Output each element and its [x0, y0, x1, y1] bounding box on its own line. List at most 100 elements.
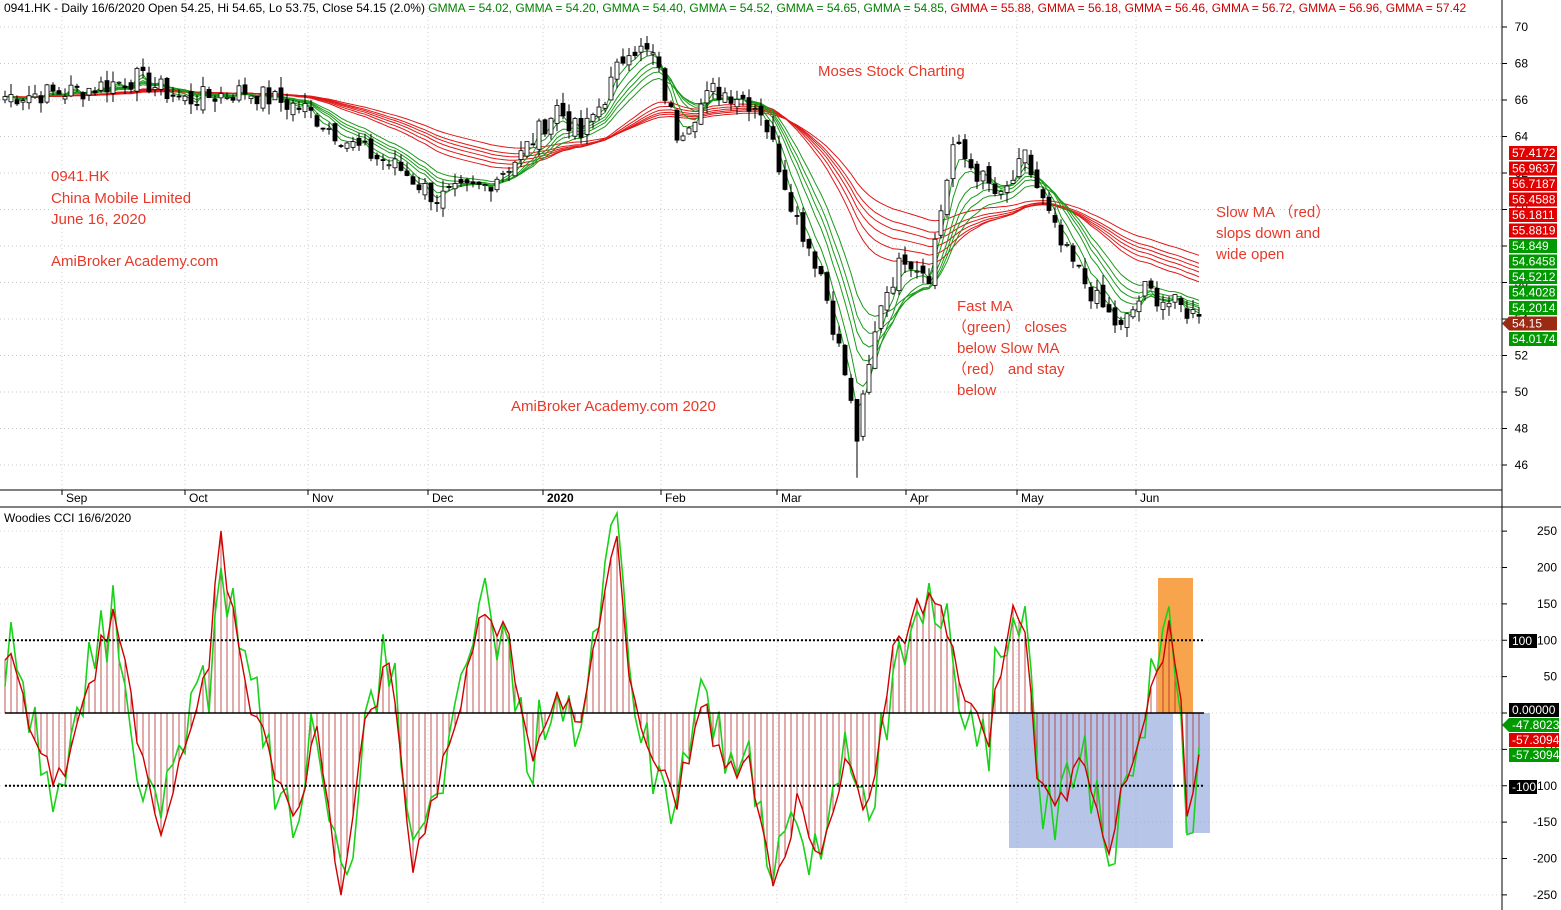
candle-body — [80, 92, 86, 100]
candle-body — [152, 87, 158, 90]
candle-body — [176, 95, 182, 98]
cci-badge: -100 — [1509, 780, 1537, 794]
header-gmma-value: 54.02 — [479, 1, 509, 15]
candle-body — [668, 102, 674, 107]
candle-body — [350, 141, 356, 148]
gmma-fast-line — [4, 61, 1200, 362]
month-label: Dec — [432, 491, 453, 505]
candle-body — [1016, 158, 1022, 178]
candle-body — [266, 87, 272, 105]
month-label: Mar — [781, 491, 802, 505]
candle-body — [224, 96, 230, 99]
cci-badge: -47.8023 — [1502, 718, 1560, 732]
candle-body — [1058, 224, 1064, 246]
candle-body — [638, 45, 644, 53]
month-label: Nov — [312, 491, 333, 505]
candle-body — [1154, 287, 1160, 307]
annotation-watermark: AmiBroker Academy.com 2020 — [511, 398, 716, 415]
cci-badge-box — [1509, 780, 1537, 794]
cci-badge-box — [1509, 718, 1559, 732]
header-prefix: 0941.HK - Daily 16/6/2020 Open 54.25, Hi… — [4, 1, 425, 15]
candle-body — [14, 99, 20, 105]
candle-body — [650, 52, 656, 55]
cci-axis-ticks: 250200150100500-50-100-150-200-250 — [1502, 524, 1557, 902]
candle-body — [656, 56, 662, 68]
candle-body — [1184, 308, 1190, 319]
price-badge-text: 54.849 — [1512, 239, 1549, 253]
candle-body — [2, 96, 8, 101]
candle-body — [482, 184, 488, 187]
candle-body — [140, 66, 146, 71]
candle-body — [926, 276, 932, 285]
candle-body — [434, 202, 440, 204]
candle-body — [866, 364, 872, 393]
candle-body — [110, 81, 116, 94]
candle-body — [782, 169, 788, 190]
candle-body — [560, 102, 566, 117]
candle-body — [158, 78, 164, 90]
cci-badge: -57.3094 — [1509, 733, 1560, 747]
candle-body — [644, 43, 650, 50]
candle-body — [500, 172, 506, 175]
candle-body — [776, 143, 782, 173]
candle-body — [1160, 301, 1166, 310]
candle-body — [464, 179, 470, 184]
candle-body — [1010, 179, 1016, 184]
candle-body — [908, 261, 914, 270]
annotation-fast-ma-line: （red） and stay — [952, 361, 1065, 378]
candle-body — [920, 265, 926, 274]
candle-body — [1172, 294, 1178, 303]
annotation-slow-ma-line: Slow MA （red） — [1216, 204, 1330, 221]
annotation-title: 0941.HK China Mobile Limited June 16, 20… — [51, 168, 191, 228]
price-badge: 56.4588 — [1509, 192, 1557, 207]
candle-body — [614, 61, 620, 80]
cci-reference-lines — [5, 639, 1204, 787]
cci-badge-box — [1509, 733, 1559, 747]
candle-body — [1124, 313, 1130, 328]
header-gmma-label: , GMMA = — [1292, 1, 1349, 15]
price-badge-box — [1509, 270, 1557, 284]
candle-body — [284, 99, 290, 110]
candle-body — [764, 120, 770, 133]
candle-body — [374, 154, 380, 160]
candle-body — [392, 158, 398, 169]
candle-body — [200, 86, 206, 111]
price-badge: 54.2014 — [1509, 301, 1557, 315]
candle-body — [506, 170, 512, 173]
candle-body — [470, 181, 476, 184]
candle-body — [914, 270, 920, 273]
price-badge-box — [1509, 223, 1557, 238]
month-axis-labels: Sep Oct Nov Dec 2020 Feb Mar Apr May Jun — [61, 490, 1159, 505]
candle-body — [872, 331, 878, 369]
month-label: Sep — [66, 491, 88, 505]
candle-body — [890, 286, 896, 294]
header-gmma-value: 54.40 — [653, 1, 683, 15]
candle-body — [584, 117, 590, 135]
cci-badge-text: -47.8023 — [1512, 718, 1560, 732]
header-gmma-label: , GMMA = — [1379, 1, 1436, 15]
candle-body — [680, 135, 686, 141]
candle-body — [698, 103, 704, 125]
candle-body — [902, 254, 908, 265]
candle-body — [1136, 300, 1142, 313]
cci-tick-label: 250 — [1537, 524, 1557, 538]
price-badge-box — [1509, 146, 1557, 160]
candle-body — [554, 105, 560, 124]
candle-body — [206, 88, 212, 98]
candle-body — [1070, 245, 1076, 262]
candle-body — [1022, 149, 1028, 164]
candle-body — [620, 56, 626, 64]
price-badge: 56.9637 — [1509, 161, 1557, 176]
price-badge: 54.15 — [1502, 316, 1557, 331]
candle-body — [770, 126, 776, 140]
candle-body — [854, 399, 860, 442]
candle-body — [320, 127, 326, 130]
price-badge-text: 54.0174 — [1512, 332, 1556, 346]
header-gmma-value: 56.18 — [1088, 1, 1118, 15]
cci-badge-text: -57.3094 — [1512, 748, 1560, 762]
price-tick-label: 68 — [1515, 57, 1529, 71]
candle-body — [938, 210, 944, 236]
candle-body — [116, 81, 122, 84]
candle-body — [218, 93, 224, 99]
